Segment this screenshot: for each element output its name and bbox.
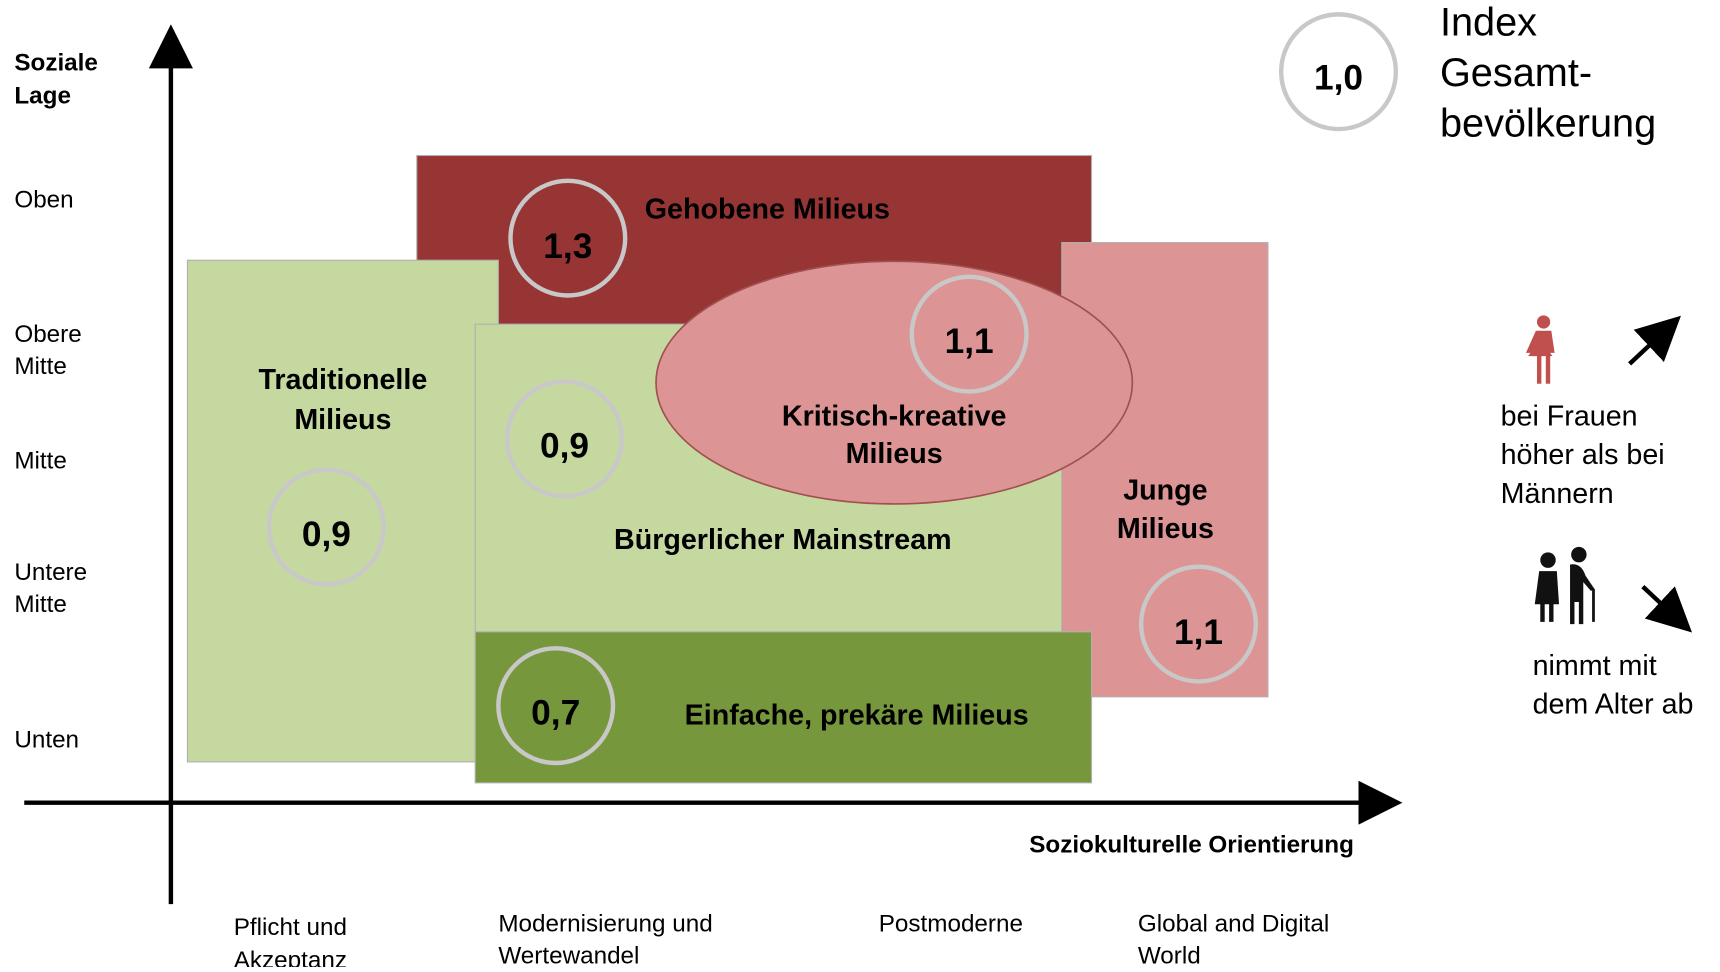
area-junge [1061,242,1269,698]
index-ring [504,379,625,499]
arrow-up [1628,315,1681,366]
index-ring [266,467,386,587]
y-axis-label: Soziale Lage [14,50,98,110]
elderly-icon [1534,546,1595,625]
milieu-name: Gehobene Milieus [645,193,890,225]
area-kritisch [655,260,1134,505]
legend-index: 1,0 [1314,58,1363,97]
woman-icon [1525,315,1555,384]
area-traditionelle [186,259,499,763]
index-ring [508,178,628,298]
index-value: 0,9 [302,515,351,554]
milieu-name: Einfache, prekäre Milieus [685,699,1029,731]
y-level: Obere Mitte [14,321,81,380]
index-value: 1,3 [543,227,592,266]
note: nimmt mit dem Alter ab [1533,650,1694,721]
legend-ring [1278,12,1399,132]
y-level: Mitte [14,448,67,475]
milieu-name: Kritisch-kreative Milieus [782,401,1007,470]
index-value: 1,1 [1174,613,1223,652]
y-level: Unten [14,727,79,754]
y-level: Oben [14,186,73,213]
milieu-name: Bürgerlicher Mainstream [614,524,952,556]
index-ring [496,646,616,766]
milieu-name: Junge Milieus [1117,474,1214,545]
index-ring [909,274,1029,394]
index-value: 0,9 [540,427,589,466]
x-level: Global and Digital World [1138,911,1329,967]
x-level: Modernisierung und Wertewandel [498,911,712,967]
index-value: 1,1 [945,322,994,361]
legend-label: Index Gesamt-bevölkerung [1440,0,1656,145]
x-level: Postmoderne [879,911,1023,938]
x-axis-label: Soziokulturelle Orientierung [1029,831,1354,858]
index-value: 0,7 [531,693,580,732]
y-level: Untere Mitte [14,559,87,618]
x-level: Pflicht und Akzeptanz [234,914,347,967]
index-ring [1138,564,1259,684]
milieu-name: Traditionelle Milieus [258,364,427,436]
arrow-down [1641,584,1693,633]
note: bei Frauen höher als bei Männern [1501,401,1665,510]
